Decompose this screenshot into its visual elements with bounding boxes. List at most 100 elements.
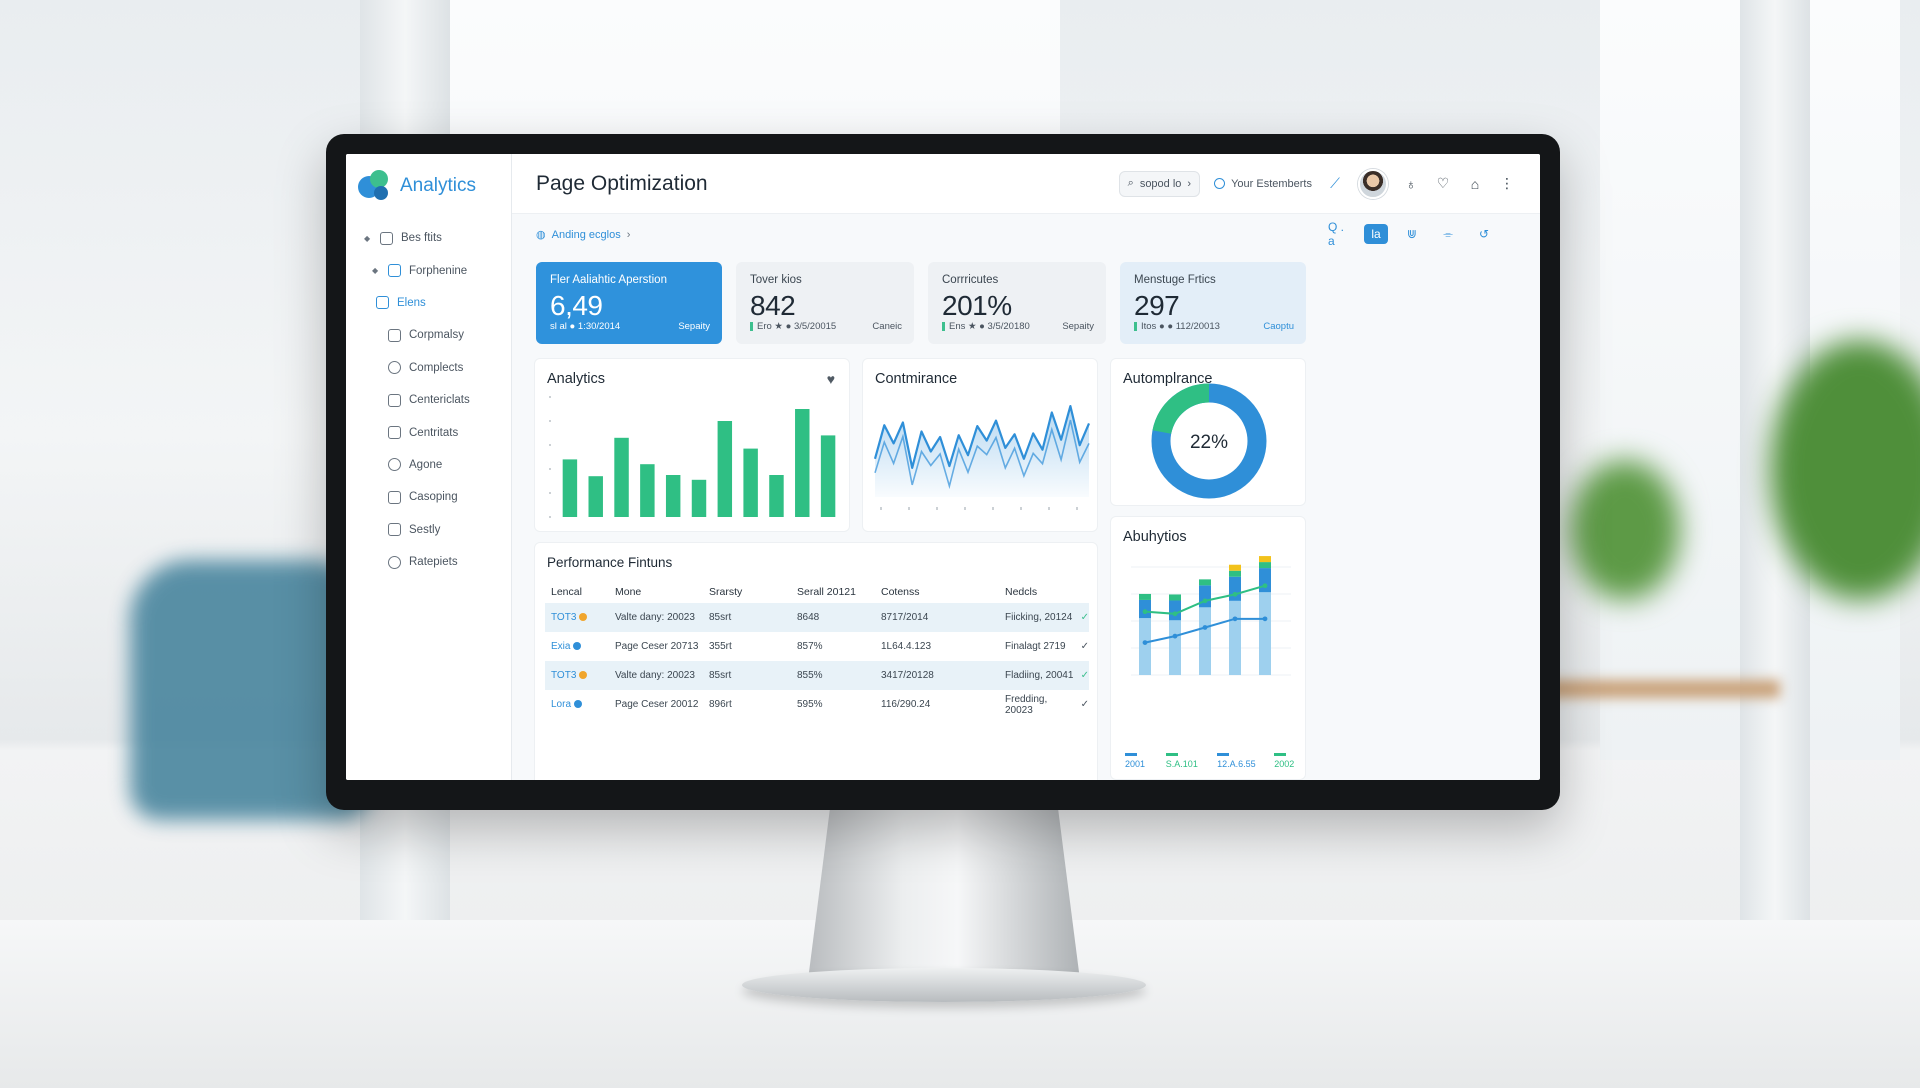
combo-bar-segment: [1259, 568, 1271, 593]
panel-title: Abuhytios: [1123, 529, 1187, 545]
sidebar-item-4[interactable]: Complects: [346, 352, 511, 384]
indicator-icon: [1134, 321, 1137, 331]
row-cell: 1L64.4.123: [881, 641, 932, 652]
heart-icon[interactable]: ♥: [826, 371, 835, 387]
search-label: sopod lo: [1139, 177, 1182, 190]
column-header[interactable]: Lencal: [551, 586, 582, 598]
topbar-actions: ⌕ sopod lo › Your Estemberts ⟋ ♁ ♡ ⌂ ⋮: [1118, 168, 1516, 199]
table-row[interactable]: TOT3 Valte dany: 20023 85srt 8648 8717/2014 F…: [545, 603, 1089, 632]
brand[interactable]: Analytics: [346, 154, 511, 218]
home-icon[interactable]: ⌂: [1470, 175, 1480, 192]
breadcrumb[interactable]: ◍ Anding ecglos ›: [536, 228, 630, 242]
sidebar-item-0[interactable]: ◆ Bes ftits: [346, 222, 511, 254]
combo-bar: [1229, 590, 1241, 675]
combo-bar-cap: [1229, 570, 1241, 577]
pin-icon[interactable]: ♁: [1405, 175, 1417, 192]
screen: Analytics ◆ Bes ftits ◆ Forphenine Elens C…: [346, 154, 1540, 780]
table-row[interactable]: Lora Page Ceser 20012 896rt 595% 116/290.24 F…: [545, 690, 1089, 719]
donut-slice: [1152, 383, 1210, 435]
more-icon[interactable]: ⋮: [1500, 175, 1514, 191]
sidebar-item-6[interactable]: Centritats: [346, 416, 511, 448]
stat-link[interactable]: Sepaity: [1062, 321, 1094, 332]
stat-footer: Ens ★ ● 3/5/20180 Sepaity: [942, 321, 1094, 332]
stat-card-0[interactable]: Fler Aaliahtic Aperstion 6,49 sl al ● 1:…: [536, 262, 722, 344]
sidebar-item-3[interactable]: Corpmalsy: [346, 319, 511, 351]
row-check[interactable]: ✓: [1074, 661, 1089, 690]
column-header[interactable]: Srarsty: [709, 586, 743, 598]
stat-link[interactable]: Caoptu: [1263, 321, 1294, 332]
avatar[interactable]: [1358, 168, 1388, 199]
search-tool[interactable]: Q . a: [1328, 220, 1345, 248]
background-plant-small: [1570, 460, 1680, 600]
donut-label: 22%: [1190, 432, 1228, 453]
sidebar-item-9[interactable]: Sestly: [346, 514, 511, 546]
combo-bar-segment: [1169, 600, 1181, 621]
sidebar-item-label: Agone: [409, 458, 443, 471]
stat-link[interactable]: Sepaity: [678, 321, 710, 332]
column-header[interactable]: Mone: [615, 586, 642, 598]
bar: [640, 464, 655, 517]
check-icon: ✓: [1080, 641, 1089, 652]
row-check[interactable]: ✓: [1074, 603, 1089, 632]
sidebar-item-7[interactable]: Agone: [346, 449, 511, 481]
sidebar-item-8[interactable]: Casoping: [346, 481, 511, 513]
row-cell: 896rt: [709, 699, 732, 710]
search-button[interactable]: ⌕ sopod lo ›: [1118, 170, 1201, 197]
column-header[interactable]: Nedcls: [1005, 586, 1038, 598]
wand-icon[interactable]: ⟋: [1330, 175, 1340, 191]
combo-bar-segment: [1229, 576, 1241, 601]
bar: [795, 409, 810, 517]
stat-card-3[interactable]: Menstuge Frtics 297 Itos ● ● 112/20013 Ca…: [1120, 262, 1306, 344]
sidebar-item-5[interactable]: Centericlats: [346, 384, 511, 416]
sidebar-item-1[interactable]: ◆ Forphenine: [346, 254, 511, 286]
stat-link[interactable]: Caneic: [872, 321, 902, 332]
stat-footer: sl al ● 1:30/2014 Sepaity: [550, 321, 710, 332]
sidebar-item-10[interactable]: Ratepiets: [346, 546, 511, 578]
breadcrumb-label: Anding ecglos: [551, 228, 621, 241]
stat-value: 842: [750, 290, 796, 321]
heart-icon[interactable]: ♡: [1436, 175, 1450, 191]
row-tag: Exia: [545, 632, 615, 661]
check-icon: ✓: [1080, 670, 1089, 681]
stat-card-1[interactable]: Tover kios 842 Ero ★ ● 3/5/20015 Caneic: [736, 262, 914, 344]
image-icon: [388, 264, 401, 278]
stat-card-2[interactable]: Corrricutes 201% Ens ★ ● 3/5/20180 Sepait…: [928, 262, 1106, 344]
stat-meta-text: Ens ★ ● 3/5/20180: [949, 321, 1030, 332]
user-link[interactable]: Your Estemberts: [1214, 178, 1312, 190]
row-tag: Lora: [545, 690, 615, 719]
active-tool[interactable]: la: [1364, 224, 1388, 244]
bar: [691, 479, 707, 517]
analytics-panel: Analytics ♥: [534, 358, 850, 532]
pen-icon: [388, 458, 401, 472]
row-cell: Fredding, 20023: [1005, 693, 1048, 716]
page-title: Page Optimization: [536, 171, 708, 195]
bar: [665, 475, 681, 517]
window-icon: [388, 328, 401, 342]
performance-table: Lencal Mone Srarsty Serall 20121 Cotenss…: [545, 581, 1089, 719]
row-tag-text: Lora: [551, 699, 572, 710]
line-area: [875, 406, 1089, 497]
combo-bar-cap: [1139, 593, 1151, 600]
table-row[interactable]: Exia Page Ceser 20713 355rt 857% 1L64.4.123 F…: [545, 632, 1089, 661]
combo-bar: [1199, 597, 1211, 675]
refresh-icon[interactable]: ↺: [1478, 227, 1490, 241]
status-dot-icon: [579, 613, 588, 622]
row-name: Valte dany: 20023: [615, 603, 703, 632]
row-check[interactable]: ✓: [1075, 690, 1089, 719]
conformance-panel: Contmirance: [862, 358, 1098, 532]
line-series-secondary: [874, 419, 1090, 490]
combo-point: [1232, 591, 1238, 597]
stat-value: 6,49: [550, 290, 603, 321]
caret-icon: ◆: [364, 233, 371, 243]
table-row[interactable]: TOT3 Valte dany: 20023 85srt 855% 3417/20128…: [545, 661, 1089, 690]
share-icon[interactable]: ⋓: [1406, 227, 1418, 241]
sidebar-item-2[interactable]: Elens: [346, 287, 511, 319]
globe-icon: ◍: [536, 229, 546, 241]
stat-label: Fler Aaliahtic Aperstion: [550, 274, 667, 286]
chat-icon[interactable]: ⌯: [1443, 226, 1453, 241]
combo-bar-cap: [1199, 579, 1211, 586]
column-header[interactable]: Cotenss: [881, 586, 920, 598]
column-header[interactable]: Serall 20121: [797, 586, 856, 598]
stat-label: Corrricutes: [942, 274, 999, 286]
row-check[interactable]: ✓: [1075, 632, 1089, 661]
